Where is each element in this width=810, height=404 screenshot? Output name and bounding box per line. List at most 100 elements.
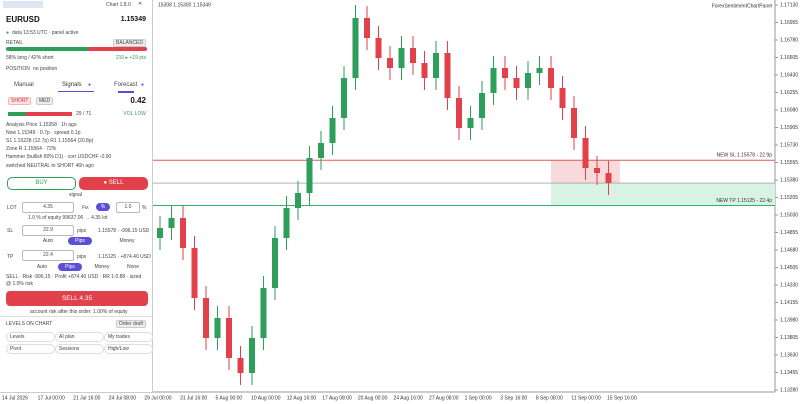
candle-body xyxy=(157,228,163,238)
position-value: no position xyxy=(33,66,58,72)
x-tick-label: 31 Jul 16:00 xyxy=(180,395,207,401)
tp-mode[interactable]: Money xyxy=(94,264,110,270)
level-label: NEW TP 1.15125 - 22.4p xyxy=(716,198,772,204)
divider xyxy=(0,316,152,317)
tp-mode[interactable]: Auto xyxy=(36,264,48,270)
candle-body xyxy=(548,68,554,88)
position-label: POSITION xyxy=(6,66,30,72)
analysis-line: Now 1.15349 · 0.7p · spread 0.1p xyxy=(6,130,81,136)
y-tick-label: 1.14855 xyxy=(780,230,798,236)
sell-button[interactable]: ● SELL xyxy=(79,177,148,190)
tab[interactable]: Manual xyxy=(14,82,34,88)
y-tick-label: 1.17130 xyxy=(780,2,798,8)
candle-body xyxy=(318,143,324,158)
retail-label: RETAIL xyxy=(6,40,24,46)
toggle[interactable]: Levels xyxy=(6,332,55,342)
pct-toggle[interactable]: % xyxy=(96,203,110,211)
y-tick-label: 1.14330 xyxy=(780,282,798,288)
tp-label: TP xyxy=(7,254,14,260)
candle-body xyxy=(168,218,175,228)
analysis-line: Hammer (bullish 80% D1) · corr USDCHF -0… xyxy=(6,154,112,160)
toggle[interactable]: My trades xyxy=(104,332,153,342)
x-tick-label: 11 Sep 00:00 xyxy=(571,395,601,401)
x-tick-label: 12 Aug 16:00 xyxy=(287,395,317,401)
lot-input[interactable]: 4.35 xyxy=(22,202,74,213)
long-bar xyxy=(6,47,88,51)
toolbar-icons[interactable] xyxy=(3,1,43,8)
side-panel: Chart 1.8.0 ✕ EURUSD 1.15349 ● data 13:5… xyxy=(0,0,153,392)
y-tick-label: 1.15380 xyxy=(780,177,798,183)
sl-mode[interactable]: Pips xyxy=(68,237,92,245)
analysis-line: switched NEUTRAL to SHORT 46h ago xyxy=(6,163,94,169)
sl-unit: pips xyxy=(77,228,87,234)
vol: VOL LOW xyxy=(123,111,146,117)
x-tick-label: 24 Aug 16:00 xyxy=(393,395,423,401)
x-tick-label: 24 Jul 08:00 xyxy=(109,395,136,401)
x-tick-label: 14 Jul 2026 xyxy=(2,395,28,401)
version: Chart 1.8.0 xyxy=(106,2,131,8)
x-tick-label: 27 Aug 08:00 xyxy=(429,395,459,401)
candle-body xyxy=(513,78,520,88)
candle-body xyxy=(352,18,359,78)
candle-body xyxy=(582,138,589,168)
candle-body xyxy=(502,68,508,78)
y-tick-label: 1.16255 xyxy=(780,90,798,96)
tab-dot: ● xyxy=(141,82,145,88)
buy-button[interactable]: BUY xyxy=(7,177,76,190)
candle-body xyxy=(594,168,600,173)
lot-note: 1.0 % of equity 99637.06 → 4.35 lot xyxy=(28,215,108,221)
candle-body xyxy=(272,238,278,288)
y-tick-label: 1.14680 xyxy=(780,247,798,253)
levels-title: LEVELS ON CHART xyxy=(6,321,53,327)
toggle[interactable]: High/Low xyxy=(104,344,153,354)
price: 1.15349 xyxy=(120,16,146,23)
y-tick-label: 1.16080 xyxy=(780,107,798,113)
close-icon[interactable]: ✕ xyxy=(138,1,143,7)
tab-dot: ● xyxy=(88,82,92,88)
candle-body xyxy=(283,208,290,238)
tab[interactable]: Signals xyxy=(62,82,82,88)
toggle[interactable]: Sessions xyxy=(55,344,104,354)
y-tick-label: 1.15905 xyxy=(780,125,798,131)
score: 0.42 xyxy=(130,96,146,105)
risk-input[interactable]: 1.0 xyxy=(116,202,140,213)
y-tick-label: 1.15205 xyxy=(780,195,798,201)
sl-mode[interactable]: Money xyxy=(119,238,135,244)
candle-body xyxy=(525,73,531,88)
short-bar xyxy=(88,47,147,51)
order-draft-button[interactable]: Order draft xyxy=(115,320,146,328)
x-tick-label: 17 Aug 08:00 xyxy=(322,395,352,401)
candle-body xyxy=(605,173,612,183)
analysis-line: S1 1.15228 (12.7p) R1 1.15564 (20.8p) xyxy=(6,138,94,144)
fix-toggle[interactable]: Fix xyxy=(82,205,89,211)
toggle[interactable]: Pivot xyxy=(6,344,55,354)
symbol: EURUSD xyxy=(6,15,40,24)
ratio-bar-short xyxy=(26,112,72,116)
y-tick-label: 1.14155 xyxy=(780,300,798,306)
direction-badge: SHORT xyxy=(8,97,32,105)
candle-body xyxy=(467,118,474,128)
status: data 13:53 UTC · panel active xyxy=(12,30,79,36)
y-tick-label: 1.14505 xyxy=(780,265,798,271)
sl-label: SL xyxy=(7,228,14,234)
order-button[interactable]: SELL 4.35 xyxy=(6,291,148,306)
tab[interactable]: Forecast xyxy=(114,82,138,88)
candle-body xyxy=(329,118,336,143)
tp-mode[interactable]: Pips xyxy=(58,263,82,271)
y-tick-label: 1.16955 xyxy=(780,20,798,26)
y-tick-label: 1.13630 xyxy=(780,352,798,358)
x-tick-label: 29 Jul 00:00 xyxy=(144,395,171,401)
tp-input[interactable]: 22.4 xyxy=(22,250,74,261)
candle-body xyxy=(249,338,255,373)
toggle[interactable]: AI plan xyxy=(55,332,104,342)
analysis-line: Analysis Price 1.15358 · 1h ago xyxy=(6,122,77,128)
candle-body xyxy=(191,248,198,298)
sl-mode[interactable]: Auto xyxy=(42,238,54,244)
x-tick-label: 3 Sep 16:00 xyxy=(500,395,527,401)
candle-body xyxy=(237,358,244,373)
ratio-bar-long xyxy=(8,112,26,116)
sl-input[interactable]: 22.9 xyxy=(22,225,74,236)
candle-body xyxy=(559,88,566,108)
tp-mode[interactable]: None xyxy=(127,264,139,270)
